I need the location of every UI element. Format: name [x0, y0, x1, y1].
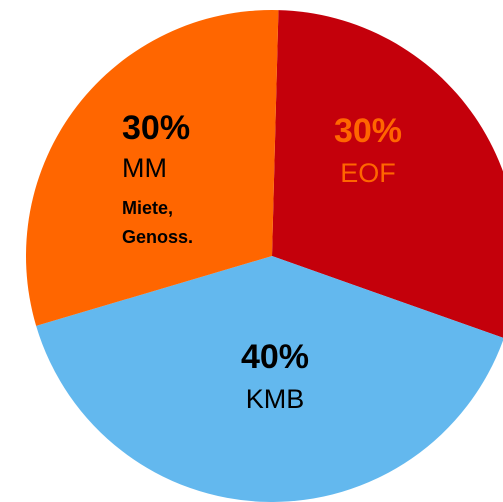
- pie-slice-eof: [272, 10, 503, 338]
- slice-kmb-percent-label: 40%: [241, 338, 309, 376]
- slice-mm-note-line-1: Miete,: [122, 198, 173, 218]
- pie-slices: [25, 9, 503, 502]
- slice-eof-percent-label: 30%: [334, 112, 402, 150]
- pie-labels: 30% EOF 40% KMB 30% MM Miete, Genoss.: [122, 109, 402, 414]
- slice-eof-category-label: EOF: [340, 158, 396, 188]
- slice-mm-note-line-2: Genoss.: [122, 227, 193, 247]
- pie-slice-mm: [25, 9, 279, 326]
- slice-mm-category-label: MM: [122, 153, 167, 183]
- slice-kmb-category-label: KMB: [246, 384, 305, 414]
- pie-slice-kmb: [36, 256, 503, 502]
- slice-mm-percent-label: 30%: [122, 109, 190, 147]
